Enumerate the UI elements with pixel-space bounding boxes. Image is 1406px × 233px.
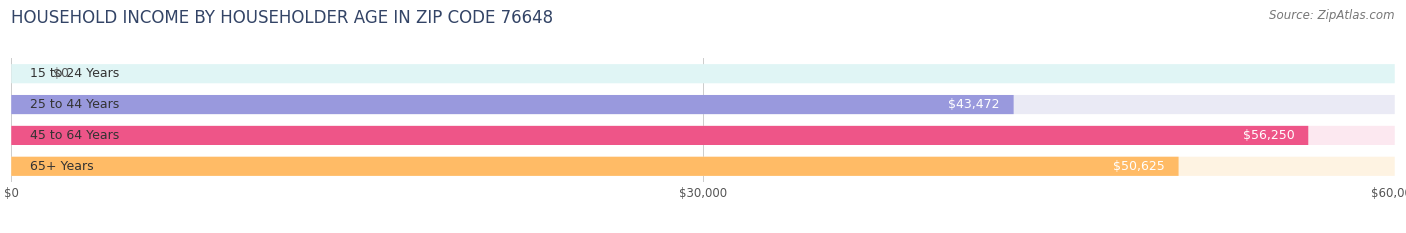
Text: $43,472: $43,472 (948, 98, 1000, 111)
FancyBboxPatch shape (11, 95, 1395, 114)
Text: HOUSEHOLD INCOME BY HOUSEHOLDER AGE IN ZIP CODE 76648: HOUSEHOLD INCOME BY HOUSEHOLDER AGE IN Z… (11, 9, 554, 27)
Text: 15 to 24 Years: 15 to 24 Years (30, 67, 120, 80)
FancyBboxPatch shape (11, 64, 1395, 83)
FancyBboxPatch shape (11, 126, 1308, 145)
Text: $50,625: $50,625 (1114, 160, 1164, 173)
Text: 45 to 64 Years: 45 to 64 Years (30, 129, 120, 142)
FancyBboxPatch shape (11, 157, 1178, 176)
FancyBboxPatch shape (11, 95, 1014, 114)
Text: Source: ZipAtlas.com: Source: ZipAtlas.com (1270, 9, 1395, 22)
Text: 65+ Years: 65+ Years (30, 160, 93, 173)
Text: $56,250: $56,250 (1243, 129, 1295, 142)
Text: 25 to 44 Years: 25 to 44 Years (30, 98, 120, 111)
Text: $0: $0 (53, 67, 69, 80)
FancyBboxPatch shape (11, 126, 1395, 145)
FancyBboxPatch shape (11, 157, 1395, 176)
